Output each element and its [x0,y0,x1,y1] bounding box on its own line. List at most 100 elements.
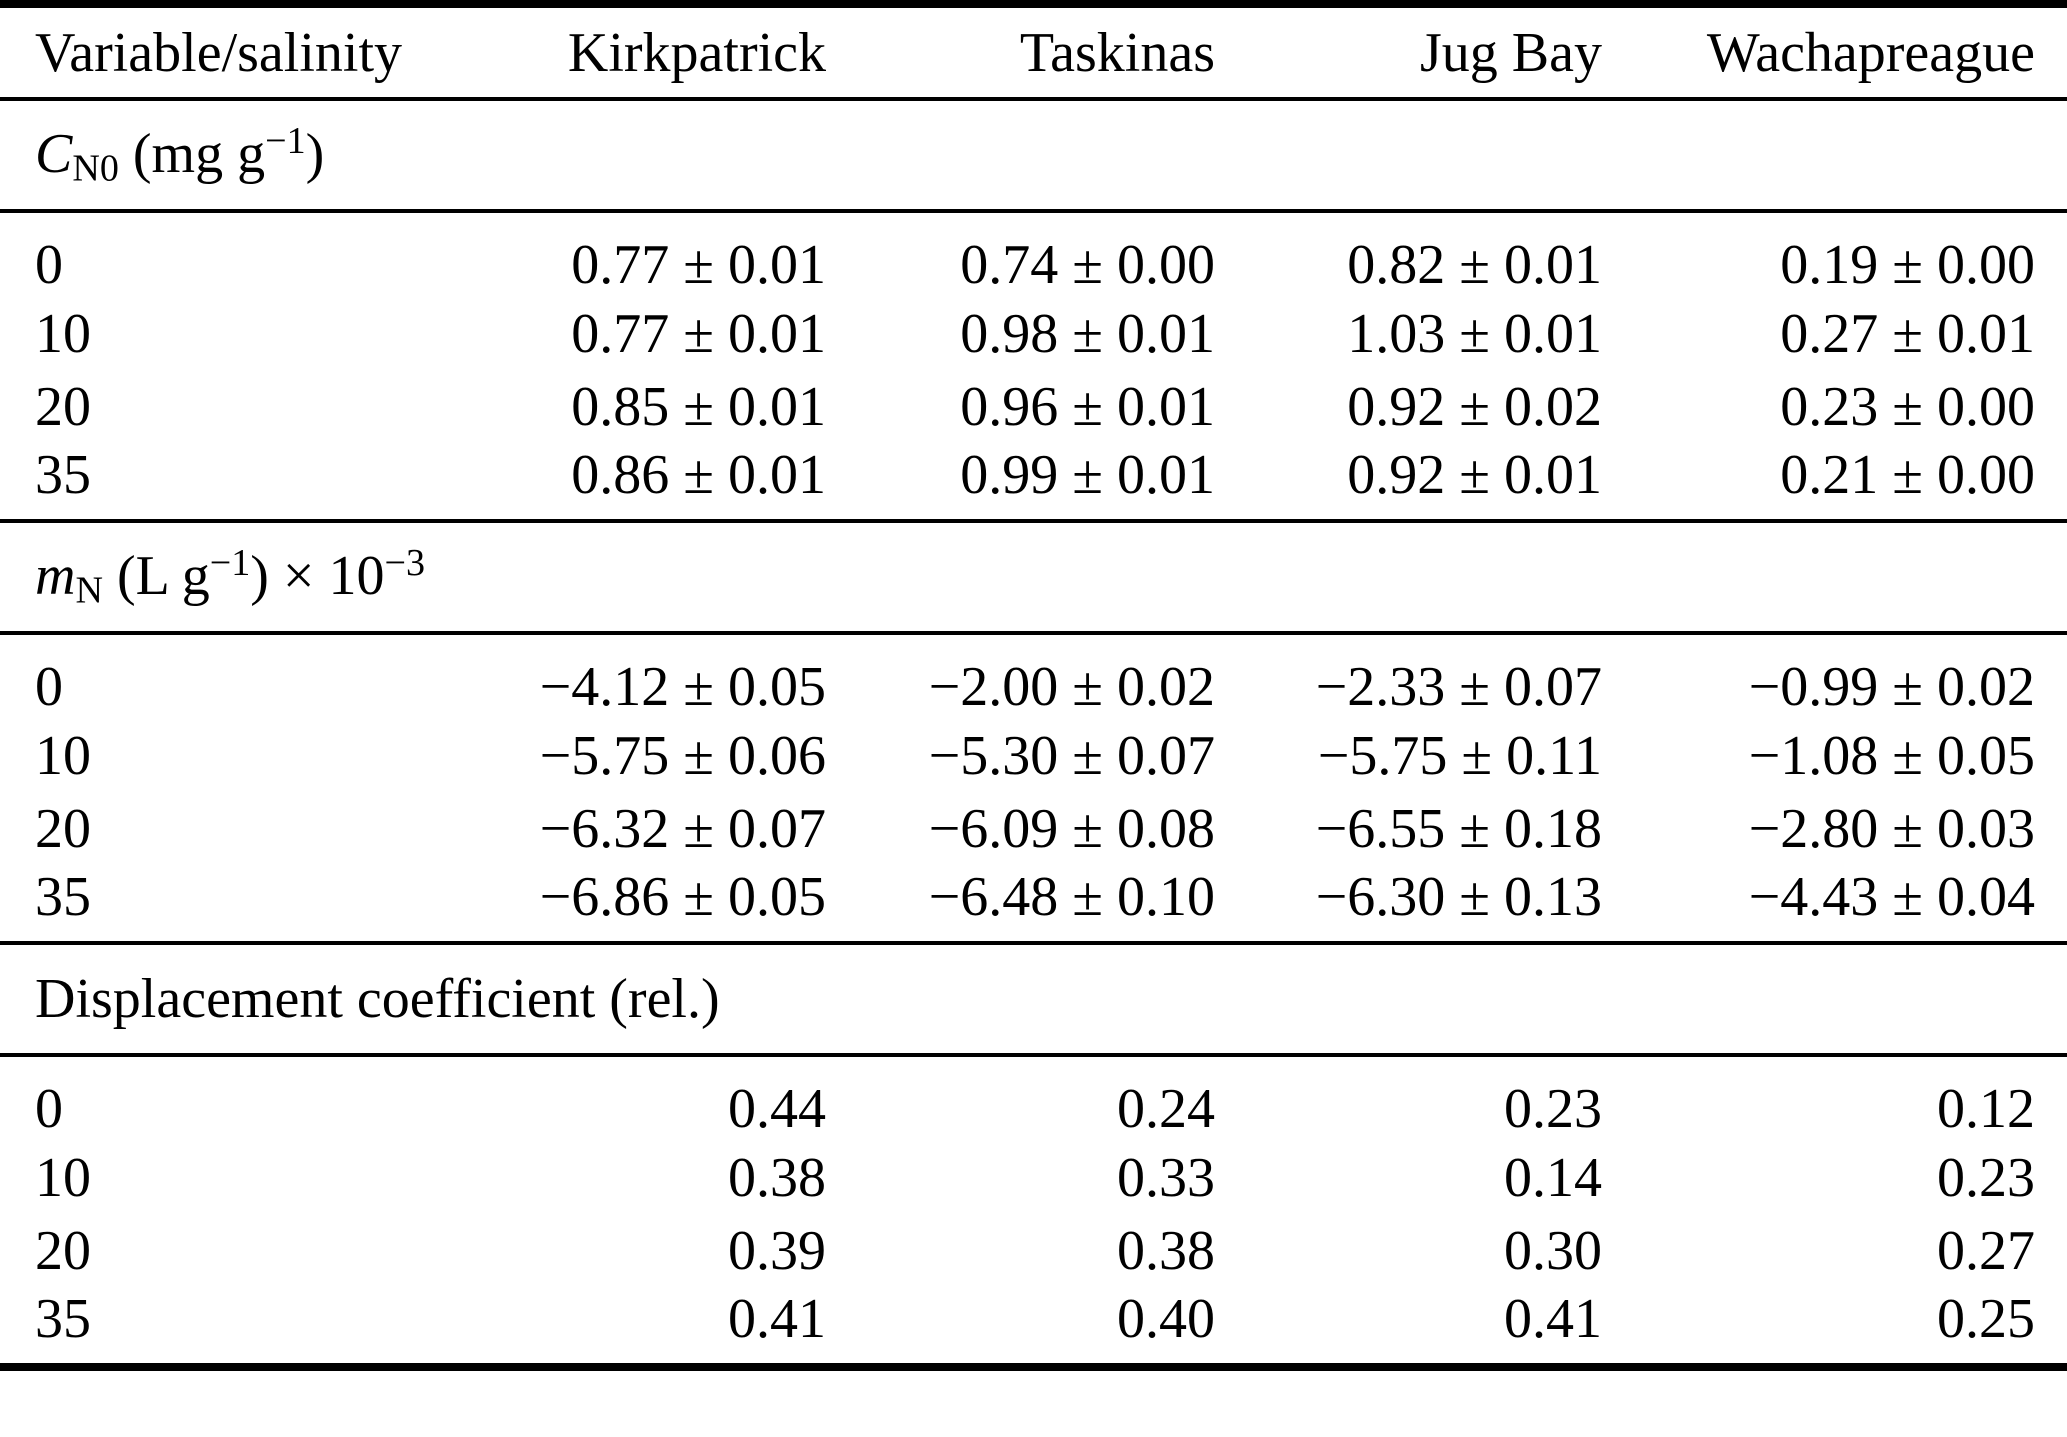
section-title-run: m [35,545,76,608]
section-title-row-cn0: CN0 (mg g−1) [0,97,2067,213]
value-cell: 0.27 ± 0.01 [1780,302,2035,365]
column-header-row: Variable/salinity Kirkpatrick Taskinas J… [0,4,2067,101]
table-row-displacement-salinity-20: 20 0.39 0.38 0.30 0.27 [0,1214,2067,1287]
value-cell: 0.38 [1117,1219,1215,1282]
value-cell: 0.98 ± 0.01 [960,302,1215,365]
table-row-displacement-salinity-10: 10 0.38 0.33 0.14 0.23 [0,1141,2067,1214]
value-cell: 0.21 ± 0.00 [1780,444,2035,506]
value-cell: −5.75 ± 0.11 [1317,724,1602,787]
section-title-run: N [75,569,103,612]
salinity-cell: 35 [35,1288,91,1350]
salinity-cell: 20 [35,797,91,860]
section-title-cn0: CN0 (mg g−1) [0,97,2067,213]
value-cell: 0.19 ± 0.00 [1780,234,2035,296]
value-cell: 0.14 [1504,1146,1602,1209]
table-row-cn0-salinity-35: 35 0.86 ± 0.01 0.99 ± 0.01 0.92 ± 0.01 0.21 … [0,443,2067,521]
section-title-run: Displacement coefficient (rel.) [35,968,720,1030]
value-cell: −6.30 ± 0.13 [1315,866,1602,928]
value-cell: −5.30 ± 0.07 [928,724,1215,787]
column-header-kirkpatrick: Kirkpatrick [460,4,826,101]
salinity-cell: 0 [35,1078,63,1140]
value-cell: 0.86 ± 0.01 [571,444,826,506]
column-header-jug-bay: Jug Bay [1215,4,1602,101]
value-cell: 0.74 ± 0.00 [960,234,1215,296]
salinity-cell: 10 [35,724,91,787]
value-cell: 0.25 [1937,1288,2035,1350]
column-header-variable-salinity: Variable/salinity [0,4,460,101]
value-cell: 0.82 ± 0.01 [1347,234,1602,296]
value-cell: −6.55 ± 0.18 [1315,797,1602,860]
value-cell: −6.32 ± 0.07 [539,797,826,860]
salinity-cell: 35 [35,866,91,928]
value-cell: 0.41 [1504,1288,1602,1350]
value-cell: −6.09 ± 0.08 [928,797,1215,860]
section-displacement: Displacement coefficient (rel.) 0 0.44 0.24… [0,941,2067,1367]
table-row-displacement-salinity-35: 35 0.41 0.40 0.41 0.25 [0,1287,2067,1367]
salinity-cell: 10 [35,1146,91,1209]
table-row-cn0-salinity-10: 10 0.77 ± 0.01 0.98 ± 0.01 1.03 ± 0.01 0.27 … [0,297,2067,370]
salinity-cell: 20 [35,1219,91,1282]
section-title-run: N0 [72,147,119,190]
value-cell: 0.85 ± 0.01 [571,375,826,438]
section-title-run: −3 [384,542,425,585]
section-title-run: ) × 10 [250,545,385,608]
column-header-taskinas: Taskinas [826,4,1215,101]
value-cell: 0.99 ± 0.01 [960,444,1215,506]
value-cell: −0.99 ± 0.02 [1748,656,2035,718]
table-row-mn-salinity-0: 0 −4.12 ± 0.05 −2.00 ± 0.02 −2.33 ± 0.07 −0.… [0,633,2067,719]
section-mn: mN (L g−1) × 10−3 0 −4.12 ± 0.05 −2.00 ± 0.… [0,519,2067,943]
salinity-cell: 20 [35,375,91,438]
value-cell: 0.92 ± 0.01 [1347,444,1602,506]
value-cell: −4.12 ± 0.05 [539,656,826,718]
value-cell: 0.41 [728,1288,826,1350]
section-title-run: (L g [102,545,210,608]
value-cell: −6.48 ± 0.10 [928,866,1215,928]
value-cell: 0.44 [728,1078,826,1140]
value-cell: −6.86 ± 0.05 [539,866,826,928]
value-cell: 0.38 [728,1146,826,1209]
value-cell: 0.92 ± 0.02 [1347,375,1602,438]
value-cell: 0.24 [1117,1078,1215,1140]
value-cell: 0.23 ± 0.00 [1780,375,2035,438]
value-cell: 0.30 [1504,1219,1602,1282]
value-cell: 0.12 [1937,1078,2035,1140]
salinity-cell: 0 [35,656,63,718]
table-row-cn0-salinity-0: 0 0.77 ± 0.01 0.74 ± 0.00 0.82 ± 0.01 0.19 ±… [0,211,2067,297]
value-cell: 0.77 ± 0.01 [571,302,826,365]
value-cell: 1.03 ± 0.01 [1347,302,1602,365]
value-cell: −2.00 ± 0.02 [928,656,1215,718]
value-cell: −4.43 ± 0.04 [1748,866,2035,928]
value-cell: 0.96 ± 0.01 [960,375,1215,438]
value-cell: −2.80 ± 0.03 [1748,797,2035,860]
value-cell: 0.23 [1937,1146,2035,1209]
section-title-run: (mg g [118,123,266,186]
salinity-cell: 10 [35,302,91,365]
table-row-displacement-salinity-0: 0 0.44 0.24 0.23 0.12 [0,1055,2067,1141]
table-row-mn-salinity-20: 20 −6.32 ± 0.07 −6.09 ± 0.08 −6.55 ± 0.18 −2… [0,792,2067,865]
section-title-run: −1 [209,542,251,585]
section-title-run: C [35,123,73,186]
section-title-mn: mN (L g−1) × 10−3 [0,519,2067,635]
value-cell: 0.39 [728,1219,826,1282]
table-row-mn-salinity-35: 35 −6.86 ± 0.05 −6.48 ± 0.10 −6.30 ± 0.13 −4… [0,865,2067,943]
column-header-wachapreague: Wachapreague [1602,4,2067,101]
value-cell: 0.40 [1117,1288,1215,1350]
section-title-run: ) [305,123,325,186]
section-title-row-displacement: Displacement coefficient (rel.) [0,941,2067,1057]
value-cell: 0.23 [1504,1078,1602,1140]
salinity-cell: 0 [35,234,63,296]
table-row-cn0-salinity-20: 20 0.85 ± 0.01 0.96 ± 0.01 0.92 ± 0.02 0.23 … [0,370,2067,443]
value-cell: −2.33 ± 0.07 [1315,656,1602,718]
section-title-row-mn: mN (L g−1) × 10−3 [0,519,2067,635]
table-row-mn-salinity-10: 10 −5.75 ± 0.06 −5.30 ± 0.07 −5.75 ± 0.11 −1… [0,719,2067,792]
section-cn0: CN0 (mg g−1) 0 0.77 ± 0.01 0.74 ± 0.00 0.82 … [0,97,2067,521]
salinity-cell: 35 [35,444,91,506]
value-cell: 0.33 [1117,1146,1215,1209]
value-cell: −1.08 ± 0.05 [1748,724,2035,787]
value-cell: 0.27 [1937,1219,2035,1282]
value-cell: 0.77 ± 0.01 [571,234,826,296]
section-title-displacement: Displacement coefficient (rel.) [0,941,2067,1057]
section-title-run: −1 [265,120,306,163]
table-header: Variable/salinity Kirkpatrick Taskinas J… [0,4,2067,101]
value-cell: −5.75 ± 0.06 [539,724,826,787]
